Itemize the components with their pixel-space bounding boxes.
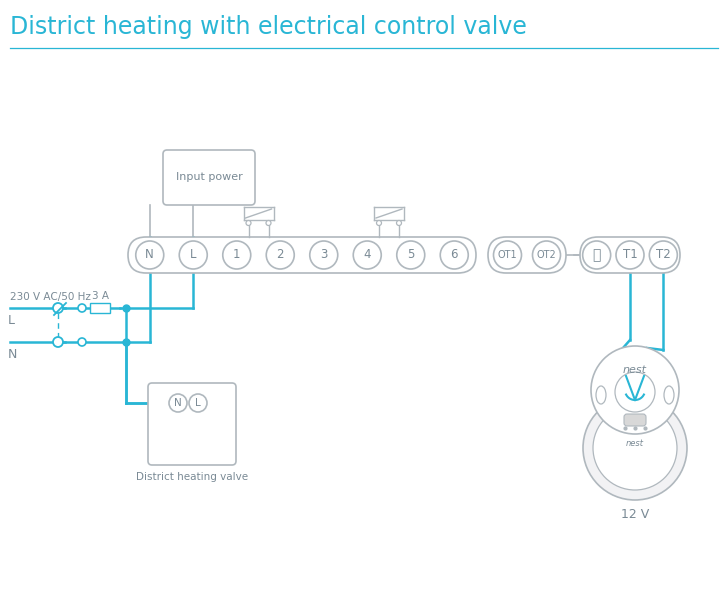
Text: N: N [8,348,17,361]
Circle shape [593,406,677,490]
FancyBboxPatch shape [148,383,236,465]
Circle shape [397,241,424,269]
Circle shape [266,220,271,226]
Text: 3 A: 3 A [92,291,108,301]
Circle shape [223,241,250,269]
Text: District heating with electrical control valve: District heating with electrical control… [10,15,527,39]
Circle shape [583,396,687,500]
FancyBboxPatch shape [488,237,566,273]
Text: 12 V: 12 V [621,508,649,521]
Circle shape [532,241,561,269]
FancyBboxPatch shape [128,237,476,273]
Text: nest: nest [623,365,647,375]
Circle shape [53,303,63,313]
Circle shape [78,304,86,312]
Circle shape [179,241,207,269]
FancyBboxPatch shape [90,303,110,313]
Circle shape [649,241,677,269]
Text: 230 V AC/50 Hz: 230 V AC/50 Hz [10,292,91,302]
Circle shape [53,337,63,347]
Text: nest: nest [626,438,644,447]
FancyBboxPatch shape [163,150,255,205]
Text: T2: T2 [656,248,670,261]
Circle shape [169,394,187,412]
Text: ⏚: ⏚ [593,248,601,262]
Text: OT2: OT2 [537,250,556,260]
Circle shape [353,241,381,269]
Text: L: L [8,314,15,327]
Text: L: L [195,398,201,408]
Text: L: L [190,248,197,261]
Circle shape [189,394,207,412]
Text: T1: T1 [622,248,638,261]
Circle shape [582,241,611,269]
Ellipse shape [664,386,674,404]
Text: 6: 6 [451,248,458,261]
Circle shape [78,338,86,346]
Text: 3: 3 [320,248,328,261]
FancyBboxPatch shape [580,237,680,273]
Text: 4: 4 [363,248,371,261]
Circle shape [397,220,402,226]
Circle shape [494,241,521,269]
Text: N: N [174,398,182,408]
Text: OT1: OT1 [498,250,518,260]
Circle shape [309,241,338,269]
Circle shape [246,220,251,226]
Text: 1: 1 [233,248,240,261]
Circle shape [440,241,468,269]
Circle shape [376,220,381,226]
Text: 2: 2 [277,248,284,261]
FancyBboxPatch shape [624,414,646,426]
Circle shape [615,372,655,412]
Circle shape [616,241,644,269]
Text: Input power: Input power [175,172,242,182]
Text: 5: 5 [407,248,414,261]
Ellipse shape [596,386,606,404]
Text: N: N [146,248,154,261]
Circle shape [135,241,164,269]
Circle shape [591,346,679,434]
Circle shape [266,241,294,269]
Text: District heating valve: District heating valve [136,472,248,482]
